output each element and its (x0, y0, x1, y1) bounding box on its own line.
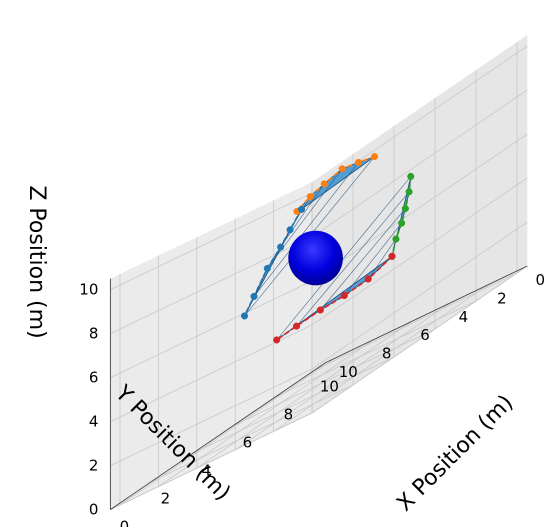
grid-line (192, 356, 395, 454)
grid-line (311, 177, 528, 326)
x-tick-label: 0 (120, 518, 130, 527)
grid-line (311, 221, 528, 370)
point-green (398, 219, 406, 227)
grid-line (273, 284, 490, 432)
y-axis-line (325, 265, 528, 364)
point-red (292, 322, 301, 330)
back-pane-yz (110, 182, 313, 510)
point-red (340, 292, 348, 300)
point-green (407, 172, 415, 180)
surface-edge (344, 222, 402, 296)
back-pane-xz (312, 35, 528, 413)
grid-line (234, 302, 451, 451)
surface-edge (253, 162, 359, 297)
x-tick-label: 10 (320, 378, 339, 396)
grid-line (315, 272, 518, 370)
grid-line (119, 357, 336, 506)
grid-line (196, 320, 413, 469)
grid-line (110, 280, 313, 378)
sphere (288, 230, 343, 286)
point-blue (286, 226, 294, 234)
point-blue (263, 264, 271, 272)
point-green (405, 188, 413, 196)
axis-panes (110, 35, 528, 510)
x-tick-label: 2 (161, 490, 171, 508)
point-green (401, 204, 409, 213)
y-tick-label: 8 (382, 345, 392, 363)
point-red (316, 306, 324, 314)
series-points (240, 153, 415, 344)
surface-edge (368, 238, 397, 280)
y-tick-label: 10 (339, 363, 358, 381)
grid-line (110, 412, 313, 510)
sphere-obstacle (288, 230, 343, 286)
point-orange (371, 153, 379, 161)
y-tick-label: 2 (497, 289, 507, 307)
z-tick-label: 0 (89, 501, 99, 519)
grid-line (158, 339, 374, 487)
point-red (273, 336, 281, 344)
point-blue (297, 205, 306, 213)
x-axis-line (110, 362, 326, 510)
grid-line (311, 133, 528, 282)
point-red (388, 252, 396, 260)
tick-labels: 0 2 4 6 8 10 0 2 4 6 8 10 0 2 4 6 8 10 (79, 271, 545, 527)
z-axis-label: Z Position (m) (24, 185, 49, 338)
point-green (392, 235, 400, 243)
grid-line (110, 368, 313, 466)
grid-line (233, 328, 436, 426)
surface-edge (280, 183, 325, 248)
x-tick-label: 8 (284, 406, 294, 424)
point-blue (240, 312, 249, 320)
y-tick-label: 4 (459, 308, 469, 326)
z-tick-label: 10 (79, 281, 98, 299)
axis-lines (109, 265, 528, 510)
grid-line (151, 384, 354, 482)
point-blue (250, 292, 258, 300)
surface-edge (267, 168, 343, 269)
point-orange (338, 165, 346, 173)
point-red (364, 275, 372, 283)
series-line-red (276, 255, 393, 341)
x-axis-label: X Position (m) (392, 390, 518, 516)
grid-line (311, 89, 528, 238)
point-orange (354, 158, 363, 166)
grid-line (311, 265, 528, 414)
z-tick-label: 2 (89, 457, 99, 475)
x-tick-label: 6 (243, 434, 253, 452)
grid-line (110, 192, 313, 290)
series-line-blue (243, 208, 303, 317)
surface-edge (296, 191, 410, 327)
z-tick-label: 6 (89, 369, 99, 387)
surface-edge (276, 176, 411, 341)
surface-edge (320, 208, 406, 311)
point-orange (320, 180, 328, 188)
y-tick-label: 6 (420, 326, 430, 344)
point-blue (277, 243, 285, 251)
y-tick-label: 0 (535, 271, 545, 289)
point-orange (306, 193, 314, 201)
grid-line (274, 300, 477, 398)
z-tick-label: 4 (89, 413, 99, 431)
x-tick-label: 4 (202, 462, 212, 480)
z-tick-label: 8 (89, 325, 99, 343)
